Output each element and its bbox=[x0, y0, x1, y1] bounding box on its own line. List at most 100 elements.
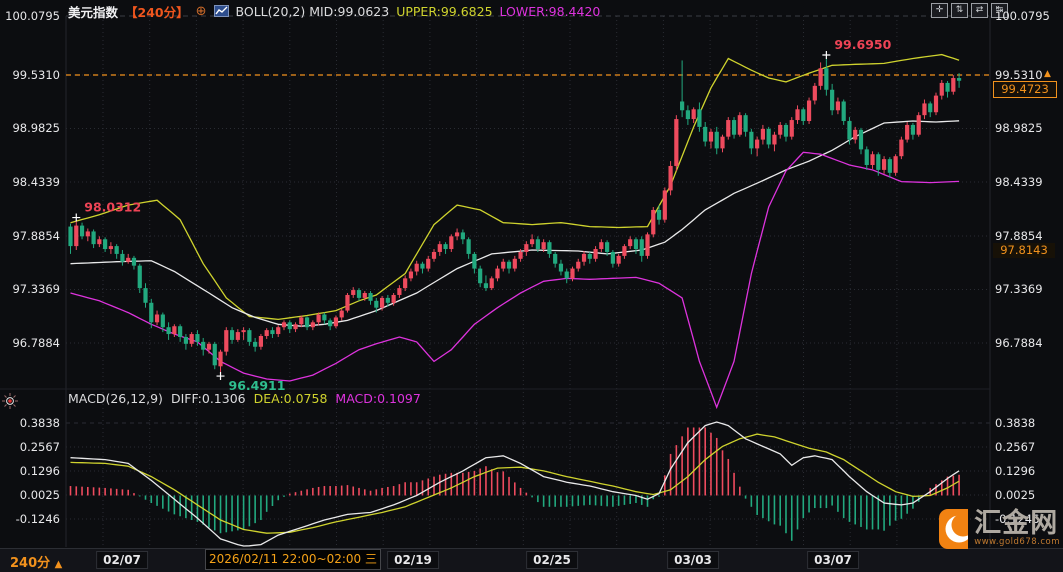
candle-body bbox=[662, 190, 667, 220]
candle-body bbox=[835, 101, 841, 111]
pan-icon[interactable]: ✛ bbox=[931, 3, 948, 18]
site-watermark: 汇金网 www.gold678.com bbox=[938, 506, 1060, 552]
price-axis-label-left: 97.3369 bbox=[12, 282, 60, 296]
price-axis-label-right: 97.8854 bbox=[995, 228, 1043, 243]
candle-body bbox=[218, 351, 223, 367]
candle-body bbox=[420, 263, 425, 269]
candle-body bbox=[605, 242, 610, 252]
shift-right-icon[interactable]: ↹ bbox=[991, 3, 1008, 18]
boll-mid-label: BOLL(20,2) MID:99.0623 bbox=[235, 3, 390, 19]
boll-lower-label: LOWER:98.4420 bbox=[499, 3, 601, 19]
candle-body bbox=[806, 100, 812, 122]
candle-body bbox=[795, 109, 800, 121]
candle-body bbox=[933, 95, 939, 113]
candle-body bbox=[553, 253, 558, 264]
price-axis-label-left: 98.9825 bbox=[12, 121, 60, 135]
price-axis-label-left: 96.7884 bbox=[12, 335, 60, 350]
reference-price-tag: 97.8143 bbox=[993, 243, 1055, 258]
diff-line bbox=[70, 421, 960, 547]
candle-body bbox=[374, 300, 379, 308]
macd-axis-label-right: 0.0025 bbox=[995, 487, 1036, 502]
macd-header: MACD(26,12,9) DIFF:0.1306 DEA:0.0758 MAC… bbox=[68, 391, 421, 406]
candle-body bbox=[628, 239, 633, 247]
candle-body bbox=[818, 68, 823, 86]
candle-body bbox=[489, 278, 494, 289]
candle-body bbox=[137, 265, 142, 289]
candle-body bbox=[431, 251, 437, 259]
candle-body bbox=[443, 244, 448, 250]
candle-body bbox=[899, 139, 904, 157]
candle-body bbox=[143, 288, 148, 303]
watermark-site-name: 汇金网 bbox=[974, 508, 1059, 539]
candle-body bbox=[760, 128, 765, 140]
candle-body bbox=[495, 268, 500, 279]
candle-body bbox=[299, 317, 304, 325]
candle-body bbox=[258, 336, 264, 347]
candle-body bbox=[581, 253, 587, 262]
candle-body bbox=[714, 131, 719, 149]
add-indicator-icon[interactable]: ⊕ bbox=[195, 3, 207, 19]
hovered-candle-datetime: 2026/02/11 22:00~02:00 三 bbox=[205, 549, 381, 570]
candle-body bbox=[910, 124, 916, 135]
candle-body bbox=[703, 126, 708, 142]
indicator-chart-icon[interactable] bbox=[213, 5, 229, 17]
candle-body bbox=[264, 330, 269, 337]
candle-body bbox=[801, 109, 806, 122]
candle-body bbox=[622, 246, 627, 256]
candle-body bbox=[235, 332, 240, 340]
candle-body bbox=[697, 109, 702, 127]
price-axis-label-right: 97.3369 bbox=[995, 282, 1043, 296]
candle-body bbox=[599, 242, 604, 250]
candle-body bbox=[149, 302, 154, 323]
price-extreme-annotation: 96.4911 bbox=[229, 378, 286, 393]
candle-body bbox=[304, 317, 310, 328]
period-label[interactable]: 【240分】 bbox=[125, 4, 189, 20]
candle-body bbox=[864, 149, 869, 165]
price-axis-label-right: 100.0795 bbox=[995, 8, 1050, 23]
candle-body bbox=[755, 139, 760, 149]
candle-body bbox=[103, 239, 108, 250]
price-extreme-annotation: 99.6950 bbox=[834, 37, 891, 52]
x-axis-date-label: 02/19 bbox=[387, 551, 439, 569]
candle-body bbox=[922, 103, 927, 116]
x-axis-date-label: 03/03 bbox=[667, 551, 719, 569]
macd-alert-icon[interactable] bbox=[2, 393, 18, 409]
macd-axis-label-right: 0.3838 bbox=[995, 415, 1036, 430]
watermark-site-url: www.gold678.com bbox=[974, 537, 1060, 547]
chart-header: 美元指数 【240分】 ⊕ BOLL(20,2) MID:99.0623 UPP… bbox=[68, 3, 601, 20]
macd-axis-label-right: 0.1296 bbox=[995, 463, 1036, 478]
candle-body bbox=[610, 251, 615, 264]
price-extreme-annotation: 98.0312 bbox=[84, 200, 141, 215]
candle-body bbox=[385, 297, 390, 303]
macd-macd-label: MACD:0.1097 bbox=[335, 391, 421, 406]
candle-body bbox=[708, 131, 714, 142]
macd-axis-label-left: 0.1296 bbox=[19, 463, 60, 478]
y-scale-icon[interactable]: ⇅ bbox=[951, 3, 968, 18]
current-price-tag: 99.4723 bbox=[993, 81, 1057, 98]
candle-body bbox=[645, 234, 650, 256]
x-scale-icon[interactable]: ⇄ bbox=[971, 3, 988, 18]
candle-body bbox=[85, 231, 90, 237]
candle-body bbox=[183, 336, 188, 344]
candle-body bbox=[812, 85, 817, 101]
candle-body bbox=[241, 330, 246, 333]
candle-body bbox=[322, 314, 327, 321]
candle-body bbox=[201, 341, 206, 350]
candle-body bbox=[749, 131, 754, 149]
candle-body bbox=[893, 156, 898, 173]
candle-body bbox=[379, 297, 385, 308]
dea-line bbox=[70, 433, 960, 534]
candle-body bbox=[945, 82, 950, 92]
period-selector[interactable]: 240分 ▲ bbox=[10, 556, 63, 571]
candle-body bbox=[166, 327, 171, 335]
candle-body bbox=[680, 101, 685, 111]
boll-upper-label: UPPER:99.6825 bbox=[396, 3, 493, 19]
candle-body bbox=[195, 334, 200, 342]
candle-body bbox=[830, 89, 835, 111]
candle-body bbox=[328, 320, 333, 327]
chart-toolbar: ✛ ⇅ ⇄ ↹ bbox=[931, 3, 1008, 18]
candle-body bbox=[858, 129, 864, 150]
x-axis-date-label: 02/25 bbox=[526, 551, 578, 569]
